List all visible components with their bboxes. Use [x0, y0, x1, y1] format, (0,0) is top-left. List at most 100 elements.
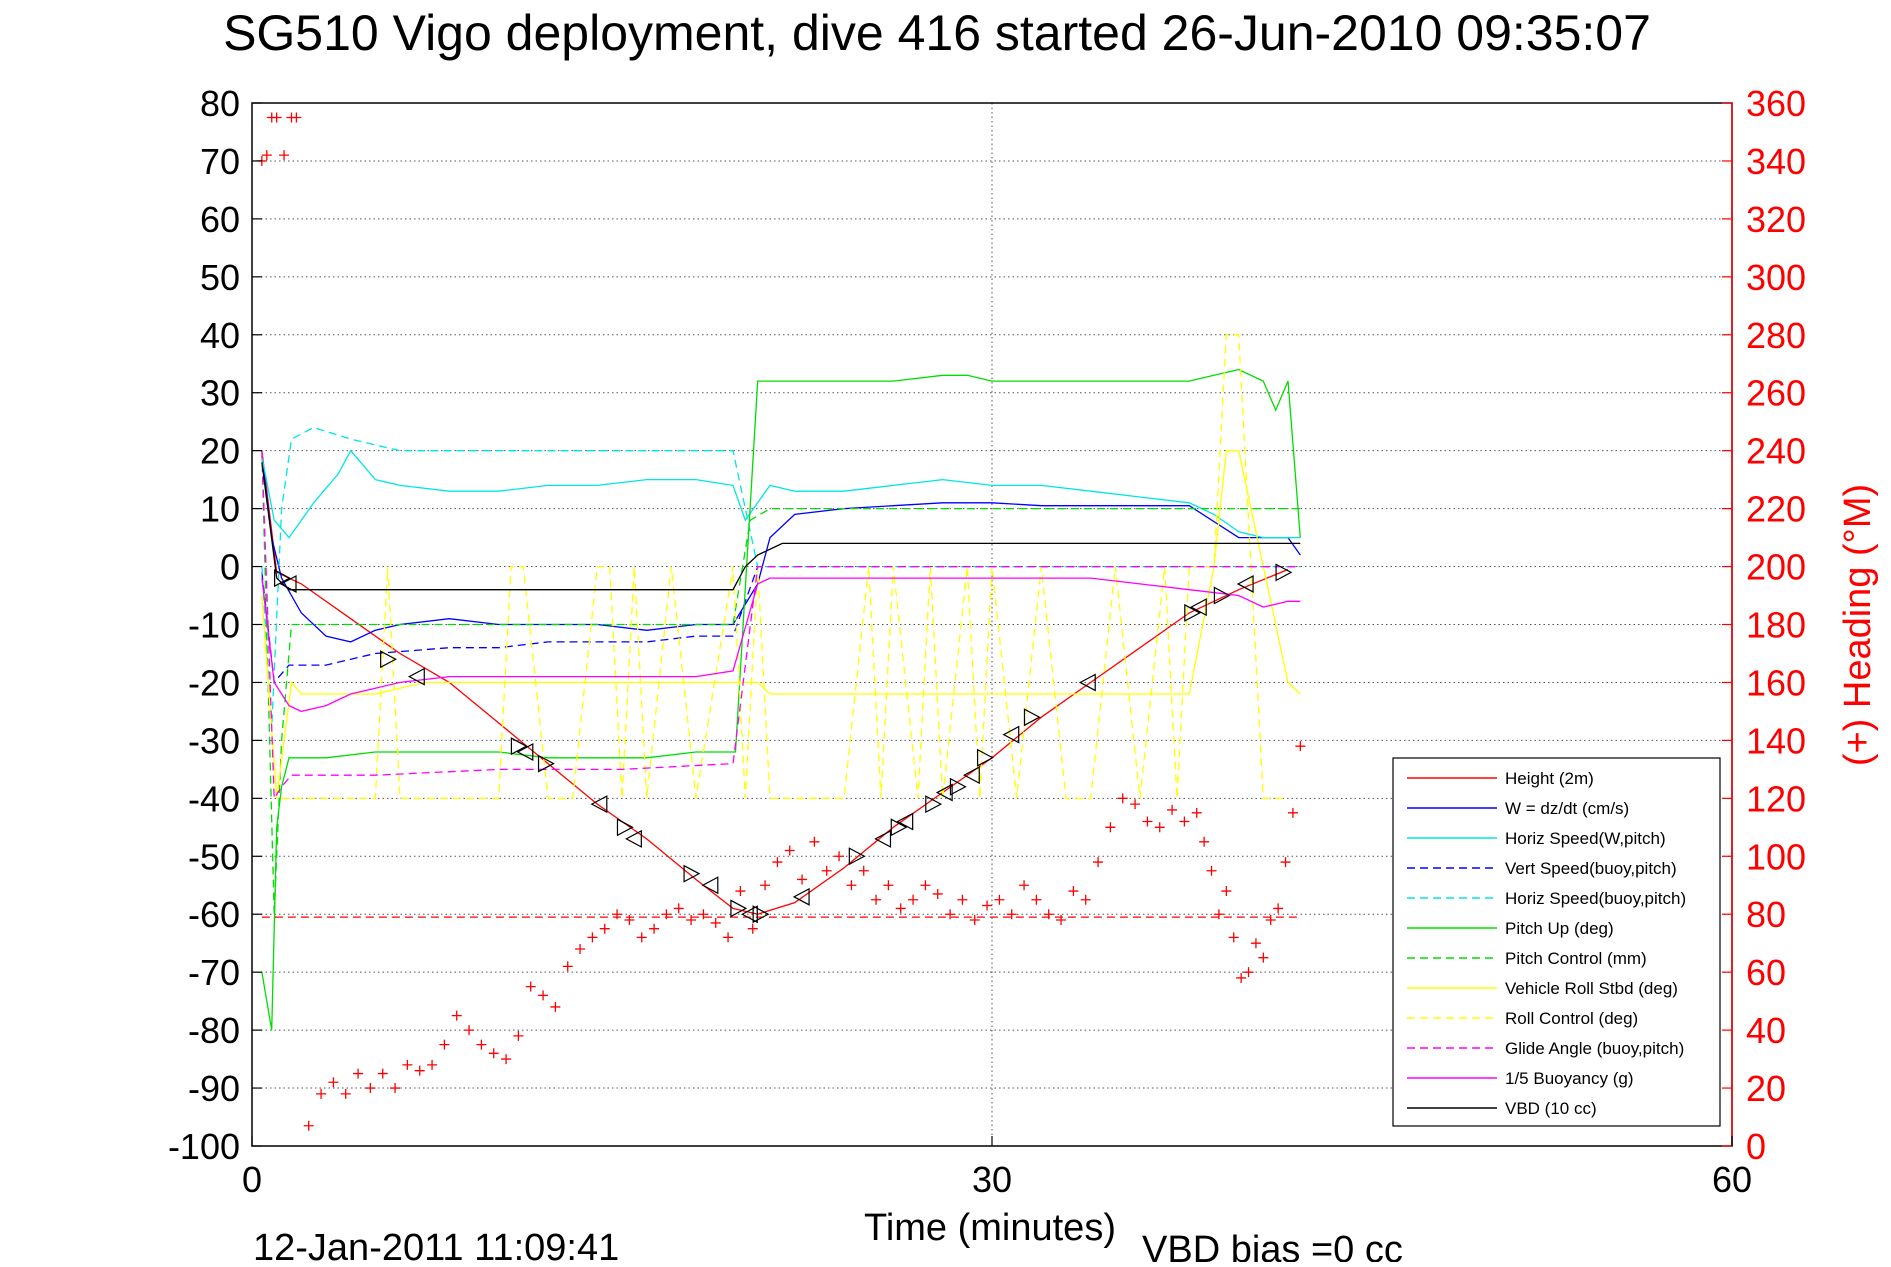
heading-point [402, 1059, 413, 1070]
heading-point [772, 857, 783, 868]
heading-point [1105, 822, 1116, 833]
heading-point [846, 880, 857, 891]
y-tick-label: 40 [200, 315, 240, 356]
heading-point [636, 932, 647, 943]
right-tick-label: 240 [1746, 431, 1806, 472]
heading-point [1265, 915, 1276, 926]
heading-point [1130, 799, 1141, 810]
heading-point [1142, 816, 1153, 827]
heading-markers [256, 112, 1306, 1131]
heading-point [945, 909, 956, 920]
heading-point [797, 874, 808, 885]
legend-label: VBD (10 cc) [1505, 1099, 1597, 1118]
heading-point [303, 1120, 314, 1131]
heading-point [340, 1088, 351, 1099]
heading-point [279, 150, 290, 161]
y-tick-label: -80 [188, 1010, 240, 1051]
heading-point [1191, 807, 1202, 818]
heading-point [377, 1068, 388, 1079]
heading-point [328, 1077, 339, 1088]
heading-point [464, 1025, 475, 1036]
series-line-vehicle-roll-stbd-deg [261, 450, 1301, 799]
heading-point [871, 894, 882, 905]
right-tick-label: 0 [1746, 1126, 1766, 1167]
triangle-marker [590, 795, 608, 814]
marker-layer [274, 563, 1293, 924]
y-tick-label: -20 [188, 662, 240, 703]
y-tick-label: 0 [220, 547, 240, 588]
heading-point [834, 851, 845, 862]
right-tick-label: 140 [1746, 720, 1806, 761]
footer-timestamp: 12-Jan-2011 11:09:41 [253, 1227, 619, 1262]
legend-label: Pitch Control (mm) [1505, 949, 1647, 968]
heading-point [932, 888, 943, 899]
heading-point [427, 1059, 438, 1070]
heading-point [920, 880, 931, 891]
heading-point [1179, 816, 1190, 827]
heading-point [747, 923, 758, 934]
heading-point [316, 1088, 327, 1099]
heading-point [1243, 967, 1254, 978]
right-tick-label: 300 [1746, 257, 1806, 298]
heading-point [1117, 793, 1128, 804]
series-line-roll-control-deg [261, 334, 1288, 799]
heading-point [1031, 894, 1042, 905]
heading-point [1068, 886, 1079, 897]
triangle-marker [890, 818, 908, 837]
legend-label: Vehicle Roll Stbd (deg) [1505, 979, 1678, 998]
series-line-horiz-speed-w-pitch [261, 449, 1301, 539]
right-tick-label: 220 [1746, 489, 1806, 530]
heading-point [476, 1039, 487, 1050]
series-line-w-dz-dt-cm-s [261, 456, 1301, 643]
right-tick-label: 100 [1746, 836, 1806, 877]
right-tick-label: 280 [1746, 315, 1806, 356]
series-line-1-5-buoyancy-g [261, 577, 1301, 713]
right-tick-label: 360 [1746, 83, 1806, 124]
heading-point [649, 923, 660, 934]
series-line-glide-angle-buoy-pitch [261, 450, 1301, 801]
triangle-marker [537, 754, 555, 773]
triangle-marker [848, 847, 866, 866]
y-tick-label: 30 [200, 373, 240, 414]
triangle-marker [1189, 598, 1207, 617]
right-tick-label: 80 [1746, 894, 1786, 935]
triangle-marker [874, 829, 892, 848]
heading-point [501, 1054, 512, 1065]
heading-point [1287, 807, 1298, 818]
series-line-vbd-10-cc [261, 462, 1301, 591]
triangle-marker [1078, 673, 1096, 692]
heading-point [895, 903, 906, 914]
y-tick-label: 10 [200, 489, 240, 530]
heading-point [673, 903, 684, 914]
legend-label: 1/5 Buoyancy (g) [1505, 1069, 1634, 1088]
heading-point [883, 880, 894, 891]
heading-point [821, 865, 832, 876]
heading-point [365, 1083, 376, 1094]
heading-point [1250, 938, 1261, 949]
series-line-vert-speed-buoy-pitch [261, 565, 1301, 684]
heading-point [1221, 886, 1232, 897]
heading-point [1154, 822, 1165, 833]
heading-point [1236, 972, 1247, 983]
triangle-marker [1023, 708, 1041, 727]
y-tick-label: 20 [200, 431, 240, 472]
heading-point [488, 1048, 499, 1059]
heading-point [538, 990, 549, 1001]
triangle-marker [407, 667, 425, 686]
legend-label: Glide Angle (buoy,pitch) [1505, 1039, 1684, 1058]
triangle-marker [274, 569, 291, 588]
triangle-marker [1184, 603, 1202, 622]
heading-point [390, 1083, 401, 1094]
heading-point [261, 150, 272, 161]
y-tick-label: -60 [188, 894, 240, 935]
y-tick-label: -90 [188, 1068, 240, 1109]
y-tick-label: -30 [188, 720, 240, 761]
heading-point [353, 1068, 364, 1079]
heading-point [1167, 804, 1178, 815]
heading-point [735, 886, 746, 897]
heading-point [624, 915, 635, 926]
right-tick-label: 340 [1746, 141, 1806, 182]
heading-point [439, 1039, 450, 1050]
heading-point [1228, 932, 1239, 943]
legend: Height (2m) W = dz/dt (cm/s) Horiz Speed(W… [1392, 757, 1721, 1127]
